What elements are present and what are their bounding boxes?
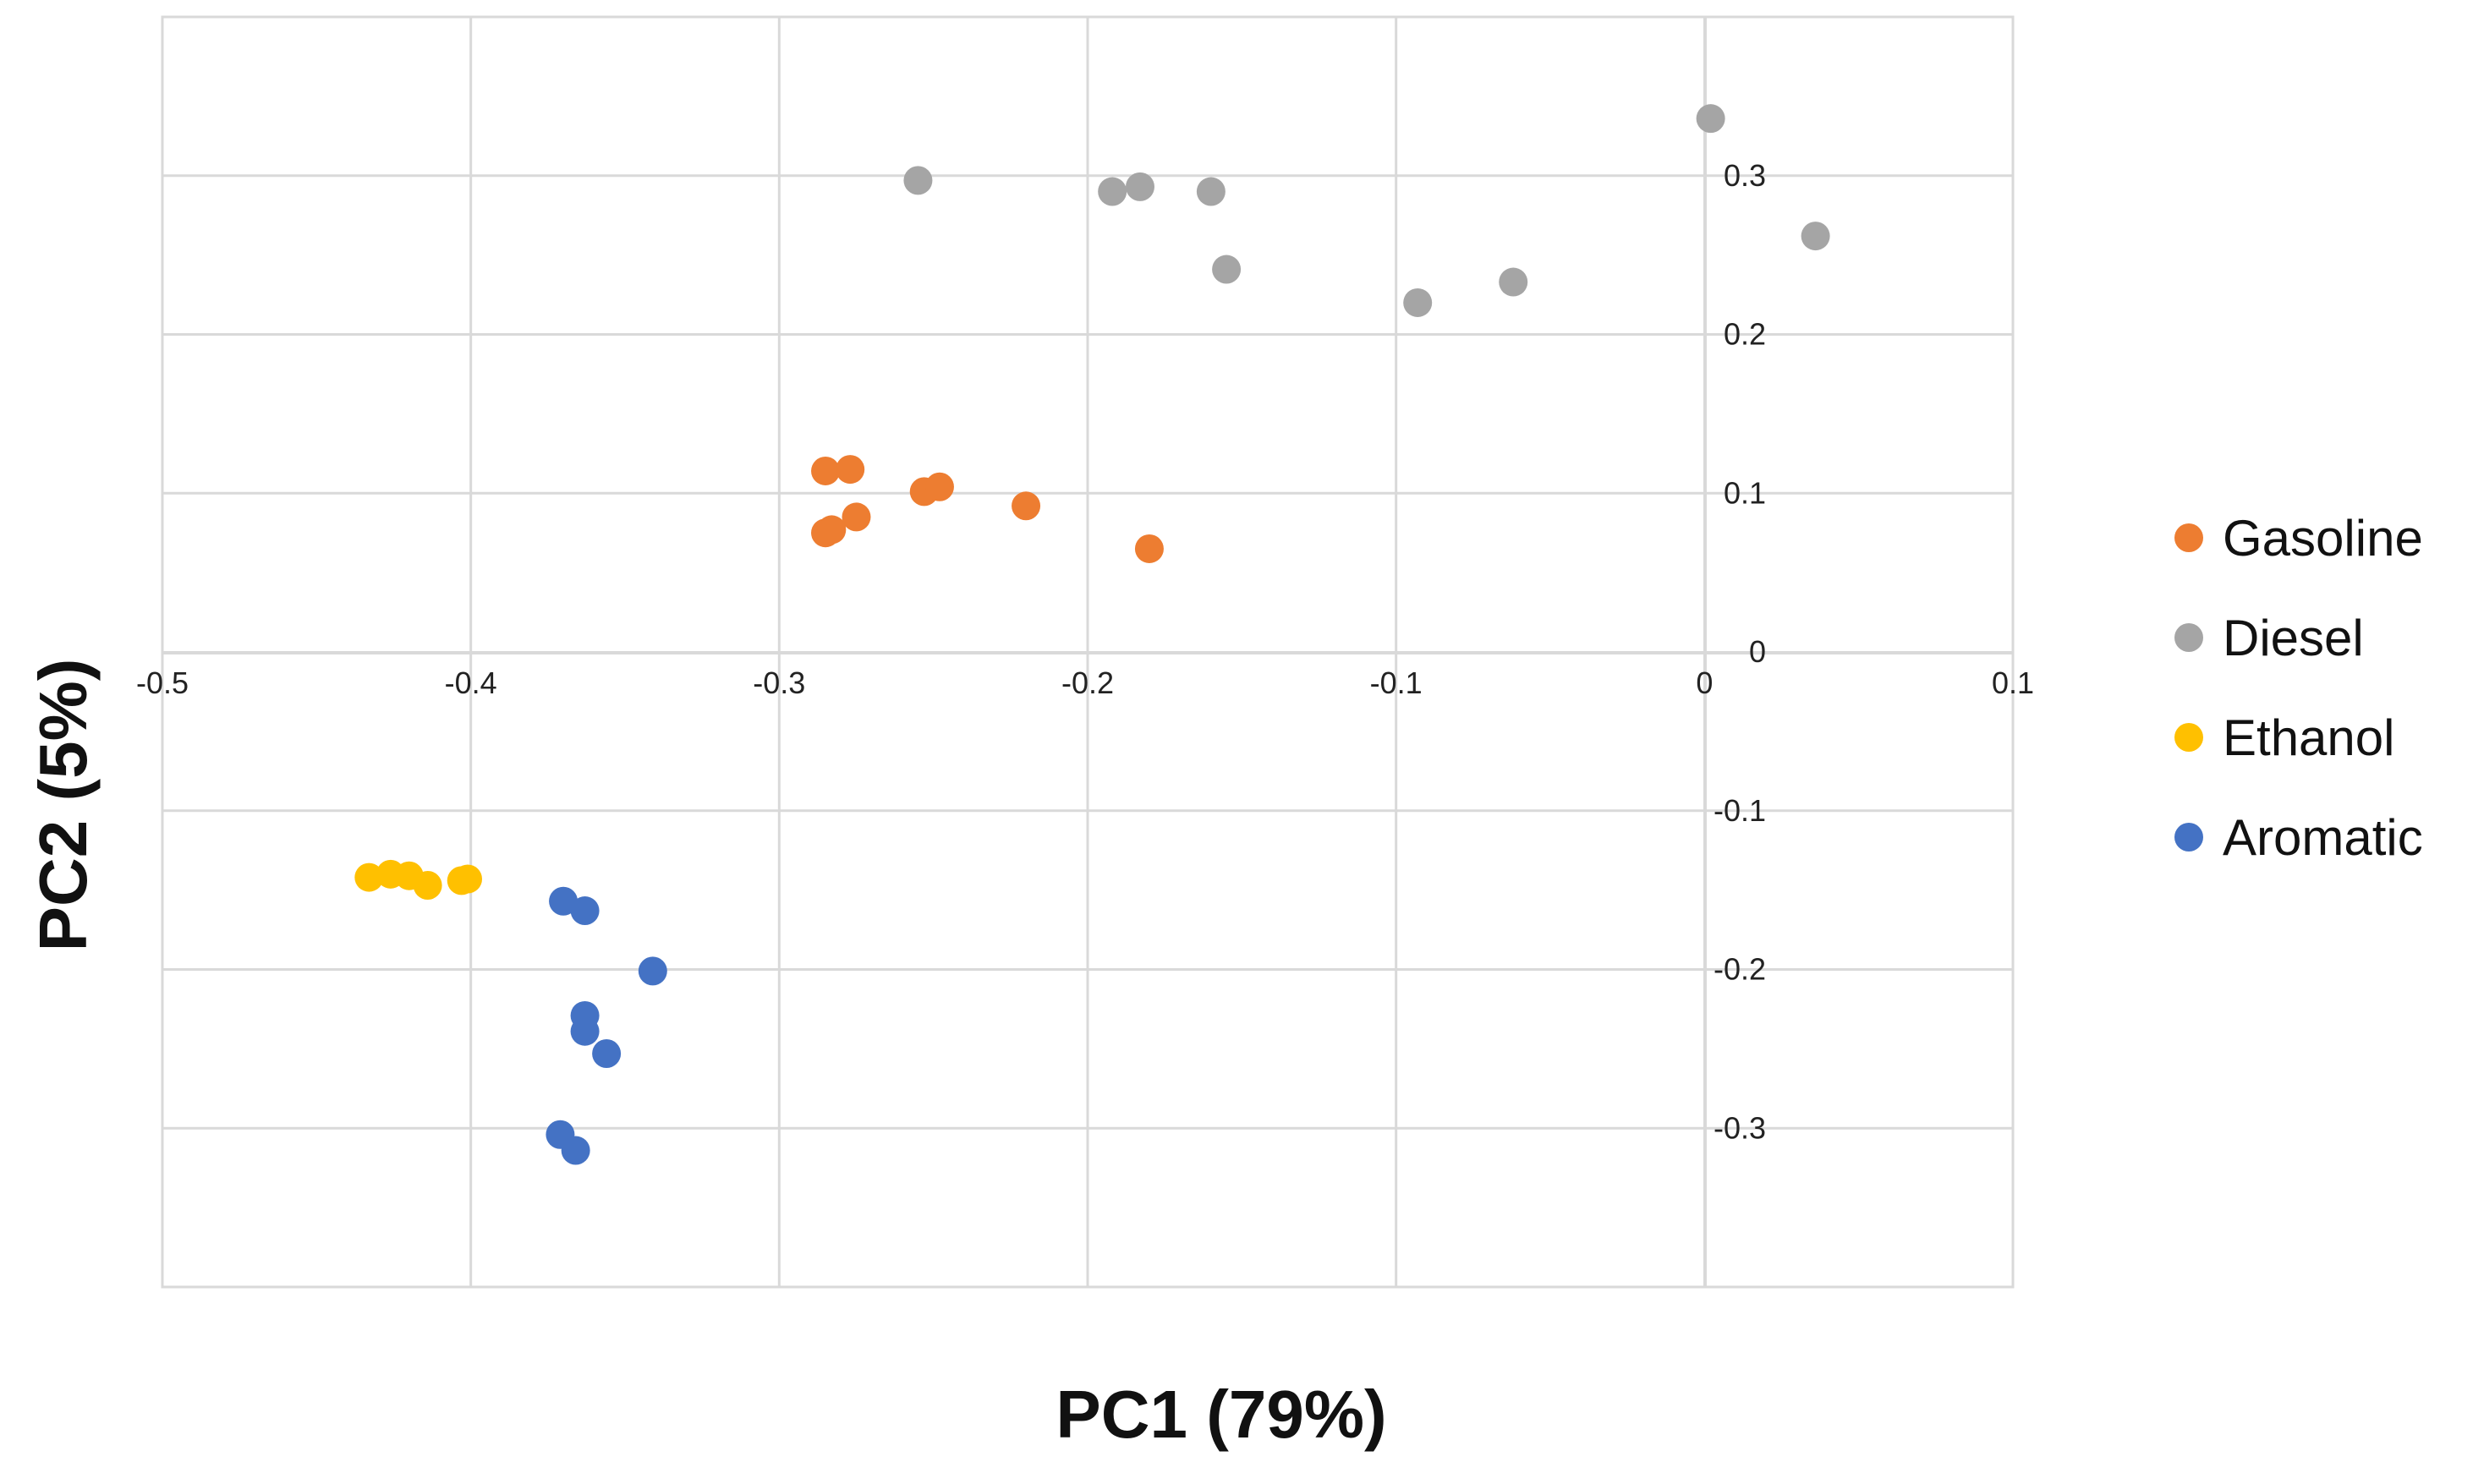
- x-tick-label: -0.5: [136, 665, 189, 700]
- grid: [161, 15, 2015, 1289]
- data-point-ethanol: [453, 864, 483, 894]
- data-point-diesel: [1696, 104, 1725, 134]
- data-point-diesel: [1499, 267, 1528, 297]
- data-point-aromatic: [570, 1016, 600, 1046]
- data-point-diesel: [1098, 177, 1127, 206]
- legend-label: Aromatic: [2223, 809, 2423, 866]
- legend-marker: [2174, 723, 2203, 752]
- data-point-diesel: [903, 166, 933, 195]
- data-point-aromatic: [549, 886, 578, 916]
- tick-labels: -0.5 -0.4 -0.3 -0.2 -0.1 0 0.1 0.3 0.2 0.1 0 -0.1 -0…: [136, 158, 2034, 1146]
- x-tick-label: -0.1: [1370, 665, 1423, 700]
- data-point-aromatic: [570, 896, 600, 926]
- y-tick-label: -0.1: [1714, 793, 1766, 828]
- y-tick-label: 0.1: [1724, 475, 1766, 510]
- data-points: [354, 104, 1830, 1165]
- data-point-diesel: [1196, 177, 1226, 206]
- data-point-ethanol: [413, 870, 442, 900]
- series-ethanol: [354, 859, 483, 900]
- legend-label: Ethanol: [2223, 709, 2395, 766]
- legend-marker: [2174, 523, 2203, 552]
- y-tick-label: -0.3: [1714, 1110, 1766, 1145]
- legend-item-aromatic: Aromatic: [2174, 809, 2423, 866]
- data-point-diesel: [1212, 255, 1242, 284]
- legend-item-gasoline: Gasoline: [2174, 510, 2423, 567]
- legend-marker: [2174, 623, 2203, 652]
- series-diesel: [903, 104, 1830, 317]
- data-point-aromatic: [638, 956, 667, 986]
- data-point-gasoline: [836, 455, 865, 485]
- y-axis-title: PC2 (5%): [25, 659, 101, 952]
- x-tick-label: 0.1: [1992, 665, 2034, 700]
- data-point-aromatic: [561, 1136, 590, 1165]
- y-tick-label: 0.2: [1724, 317, 1766, 352]
- data-point-ethanol: [354, 862, 384, 892]
- y-tick-label: 0.3: [1724, 158, 1766, 193]
- legend-item-diesel: Diesel: [2174, 610, 2364, 666]
- x-tick-label: -0.3: [753, 665, 805, 700]
- x-tick-label: -0.2: [1061, 665, 1114, 700]
- series-aromatic: [546, 886, 667, 1165]
- data-point-diesel: [1801, 222, 1830, 251]
- data-point-diesel: [1125, 172, 1154, 201]
- x-axis-title: PC1 (79%): [1056, 1377, 1386, 1452]
- data-point-gasoline: [1134, 534, 1164, 563]
- y-tick-label: 0: [1749, 634, 1766, 669]
- x-tick-label: 0: [1696, 665, 1713, 700]
- legend-item-ethanol: Ethanol: [2174, 709, 2395, 766]
- data-point-gasoline: [842, 502, 871, 532]
- x-tick-label: -0.4: [445, 665, 497, 700]
- y-tick-label: -0.2: [1714, 952, 1766, 987]
- data-point-gasoline: [924, 472, 954, 501]
- data-point-aromatic: [592, 1039, 622, 1069]
- data-point-diesel: [1403, 287, 1433, 317]
- data-point-gasoline: [817, 515, 847, 545]
- legend-marker: [2174, 823, 2203, 852]
- series-gasoline: [811, 455, 1164, 563]
- data-point-gasoline: [811, 456, 841, 485]
- legend-label: Diesel: [2223, 610, 2364, 666]
- legend: Gasoline Diesel Ethanol Aromatic: [2174, 510, 2423, 866]
- data-point-gasoline: [1012, 491, 1041, 521]
- legend-label: Gasoline: [2223, 510, 2423, 567]
